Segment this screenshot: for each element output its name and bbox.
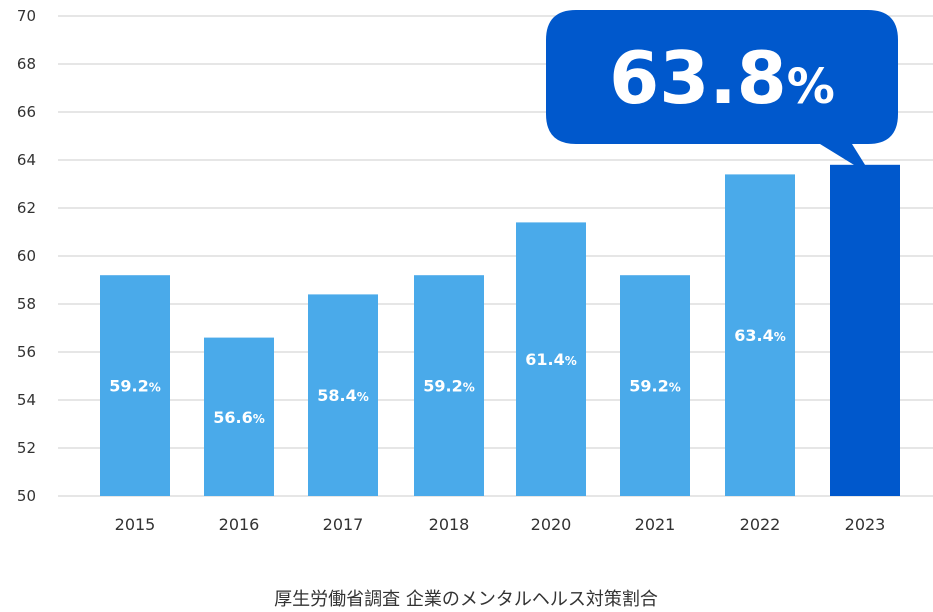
x-tick-label: 2021 xyxy=(635,515,676,534)
y-tick-label: 62 xyxy=(17,199,36,217)
y-tick-label: 66 xyxy=(17,103,36,121)
bar-data-labels: 59.2% 56.6% 58.4% 59.2% 61.4% 59.2% 63.4% xyxy=(109,326,786,427)
y-tick-label: 50 xyxy=(17,487,36,505)
bar-data-label: 61.4% xyxy=(525,350,577,369)
bar-2021 xyxy=(620,275,690,496)
chart-title: 厚生労働省調査 企業のメンタルヘルス対策割合 xyxy=(274,589,658,610)
bar-data-label: 59.2% xyxy=(423,377,475,396)
callout-value: 63.8% xyxy=(609,36,835,120)
bars xyxy=(100,164,900,497)
y-tick-label: 54 xyxy=(17,391,36,409)
bar-data-label: 63.4% xyxy=(734,326,786,345)
bar-data-label: 59.2% xyxy=(109,377,161,396)
y-tick-label: 56 xyxy=(17,343,36,361)
y-tick-label: 52 xyxy=(17,439,36,457)
y-tick-label: 60 xyxy=(17,247,36,265)
x-axis-ticks: 2015 2016 2017 2018 2020 2021 2022 2023 xyxy=(115,515,886,534)
bar-2015 xyxy=(100,275,170,496)
bar-data-label: 59.2% xyxy=(629,377,681,396)
bar-2022 xyxy=(725,174,795,496)
bar-2020 xyxy=(516,222,586,496)
bar-data-label: 56.6% xyxy=(213,408,265,427)
x-tick-label: 2016 xyxy=(219,515,260,534)
bar-2023 xyxy=(830,164,900,497)
bar-2018 xyxy=(414,275,484,496)
y-tick-label: 68 xyxy=(17,55,36,73)
x-tick-label: 2018 xyxy=(429,515,470,534)
x-tick-label: 2022 xyxy=(740,515,781,534)
x-tick-label: 2017 xyxy=(323,515,364,534)
y-tick-label: 64 xyxy=(17,151,36,169)
callout-bubble xyxy=(546,10,898,176)
callout-unit: % xyxy=(787,59,835,115)
y-axis-ticks: 50 52 54 56 58 60 62 64 66 68 70 xyxy=(17,7,36,505)
highlight-callout: 63.8% xyxy=(546,10,898,176)
bar-2017 xyxy=(308,294,378,496)
bar-data-label: 58.4% xyxy=(317,386,369,405)
bar-2016 xyxy=(204,337,274,496)
y-tick-label: 70 xyxy=(17,7,36,25)
x-tick-label: 2023 xyxy=(845,515,886,534)
x-tick-label: 2015 xyxy=(115,515,156,534)
y-tick-label: 58 xyxy=(17,295,36,313)
callout-number: 63.8 xyxy=(609,36,787,120)
x-tick-label: 2020 xyxy=(531,515,572,534)
